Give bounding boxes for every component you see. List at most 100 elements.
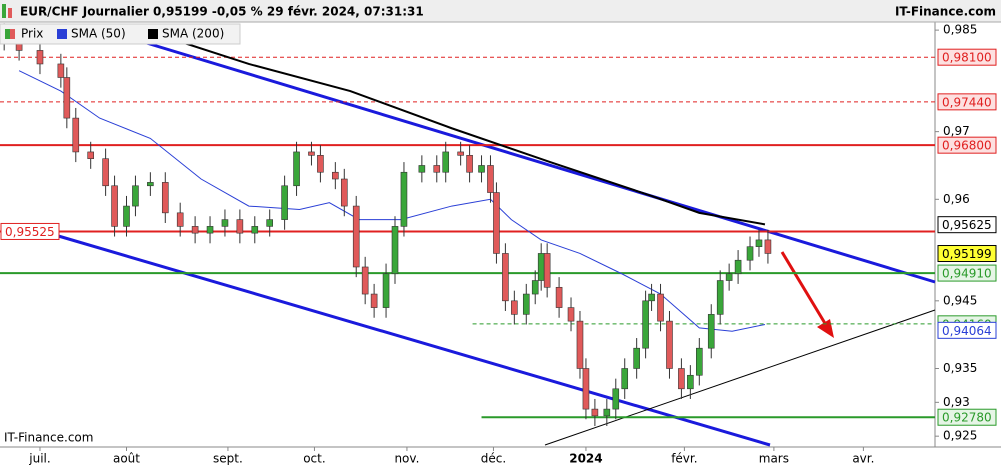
level-tag [937, 48, 997, 66]
level-tag [937, 136, 997, 154]
candle-body [176, 212, 184, 227]
candle-body [576, 320, 584, 369]
y-tick-label: 0,97 [943, 124, 970, 138]
candle-body [725, 273, 733, 281]
candle-body [72, 117, 80, 153]
candle-body [716, 280, 724, 315]
candle-body [266, 219, 274, 227]
candle-body [57, 63, 65, 78]
y-tick-label: 0,945 [943, 293, 977, 307]
candle-body [657, 293, 664, 322]
candle-body [361, 266, 369, 295]
level-label: 0,96800 [942, 139, 992, 153]
value-tag [937, 321, 997, 339]
legend-label: SMA (200) [162, 27, 224, 41]
legend-swatch [57, 29, 67, 39]
candle-body [391, 226, 399, 275]
sma-line [18, 70, 766, 332]
candle-body [457, 151, 464, 156]
candle-body [111, 185, 118, 227]
candle-body [633, 347, 640, 369]
trend-line [139, 39, 936, 284]
candle-body [251, 226, 259, 234]
value-tag-label: 0,95625 [942, 218, 992, 232]
legend-label: SMA (50) [71, 27, 126, 41]
candle-body [764, 239, 772, 254]
candle-body [102, 158, 109, 187]
candle-body [161, 182, 169, 214]
candle-body [567, 307, 575, 322]
candle-body [317, 155, 324, 173]
x-tick-label: sept. [213, 452, 243, 466]
x-tick-label: 2024 [569, 452, 602, 466]
candle-body [308, 151, 315, 156]
level-tag [937, 408, 997, 426]
candle-body [642, 300, 649, 349]
candle-body [755, 239, 763, 247]
y-tick-label: 0,985 [943, 23, 977, 37]
value-tag [937, 245, 997, 263]
candle-body [123, 205, 130, 227]
candle-body [87, 151, 94, 160]
candle-body [502, 253, 509, 302]
candle-body [332, 171, 339, 180]
candle-body [433, 165, 441, 173]
header [0, 0, 1001, 22]
candle-body [36, 50, 44, 65]
candle-body [746, 246, 754, 261]
candle-body [621, 368, 629, 390]
candle-body [493, 192, 500, 254]
y-tick-label: 0,93 [943, 395, 970, 409]
candle-body [707, 314, 715, 349]
x-tick-label: oct. [303, 452, 325, 466]
candle-body [487, 165, 494, 193]
x-tick-label: avr. [852, 452, 874, 466]
candle-body [442, 151, 450, 173]
candle-body [603, 408, 611, 417]
x-tick-label: août [113, 452, 140, 466]
source: IT-Finance.com [895, 5, 996, 19]
x-tick-label: nov. [394, 452, 419, 466]
candle-body [466, 155, 473, 173]
level-tag [937, 264, 997, 282]
level-label: 0,92780 [942, 411, 992, 425]
y-tick-label: 0,925 [943, 429, 977, 443]
candle-body [400, 171, 408, 227]
candle-body [147, 182, 154, 187]
x-tick-label: juil. [28, 452, 50, 466]
level-label: 0,98100 [942, 51, 992, 65]
candle-body [696, 347, 703, 376]
chart-title: EUR/CHF Journalier 0,95199 -0,05 % 29 fé… [20, 5, 424, 19]
x-tick-label: mars [759, 452, 789, 466]
legend-swatch [10, 29, 15, 39]
level-tag [937, 93, 997, 111]
candle-body [293, 151, 300, 187]
candle-body [678, 368, 685, 390]
candle-body [537, 253, 545, 281]
header-icon [8, 8, 12, 18]
legend-swatch [148, 29, 158, 39]
value-tag [937, 216, 997, 234]
trend-line [544, 309, 936, 446]
arrow [780, 251, 828, 326]
watermark: IT-Finance.com [4, 431, 93, 445]
candle-body [236, 219, 244, 234]
candle-body [687, 374, 694, 390]
legend-label: Prix [21, 27, 43, 41]
candle-body [191, 226, 199, 234]
candle-body [478, 165, 485, 173]
candle-body [555, 286, 563, 308]
candle-body [63, 77, 71, 119]
candle-body [340, 178, 348, 207]
candle-body [206, 226, 214, 234]
level-label: 0,94910 [942, 267, 992, 281]
candle-body [511, 300, 518, 315]
header-icon [2, 4, 6, 18]
candle-body [382, 273, 390, 308]
value-tag-label: 0,94064 [942, 324, 992, 338]
x-tick-label: déc. [481, 452, 506, 466]
value-tag-label: 0,95199 [942, 247, 992, 261]
legend-swatch [5, 29, 10, 39]
